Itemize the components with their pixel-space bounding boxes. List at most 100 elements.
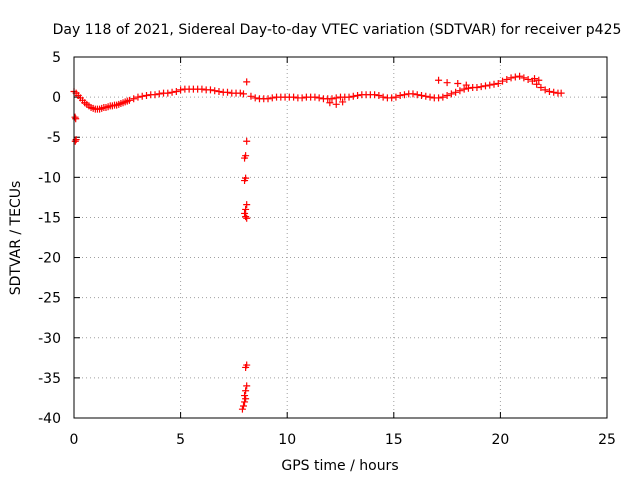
data-point bbox=[473, 83, 481, 91]
data-point bbox=[524, 75, 532, 83]
data-point bbox=[392, 93, 400, 101]
data-point bbox=[243, 214, 251, 222]
y-axis-tick-labels: 5 0 -5 -10 -15 -20 -25 -30 -35 -40 bbox=[38, 50, 61, 427]
x-axis-label: GPS time / hours bbox=[281, 458, 398, 474]
data-point bbox=[177, 86, 185, 94]
data-point bbox=[239, 402, 247, 410]
data-point bbox=[531, 75, 539, 83]
data-point bbox=[349, 92, 357, 100]
data-point bbox=[400, 91, 408, 99]
data-point bbox=[241, 177, 249, 185]
data-point bbox=[241, 398, 249, 406]
axis-ticks bbox=[73, 56, 608, 419]
data-point bbox=[447, 90, 455, 98]
data-point bbox=[332, 94, 340, 102]
y-tick-label: -35 bbox=[38, 371, 61, 387]
data-points bbox=[70, 72, 565, 413]
x-tick-label: 5 bbox=[176, 432, 185, 448]
data-point bbox=[520, 74, 528, 82]
data-point bbox=[268, 94, 276, 102]
data-point bbox=[326, 99, 334, 107]
x-tick-label: 10 bbox=[278, 432, 296, 448]
y-tick-label: -20 bbox=[38, 251, 61, 267]
data-point bbox=[426, 93, 434, 101]
data-point bbox=[460, 85, 468, 93]
data-point bbox=[130, 95, 138, 103]
data-point bbox=[379, 93, 387, 101]
data-point bbox=[452, 88, 460, 96]
x-tick-label: 15 bbox=[385, 432, 403, 448]
data-point bbox=[328, 95, 336, 103]
data-point bbox=[456, 87, 464, 95]
data-point bbox=[142, 92, 150, 100]
y-tick-label: 0 bbox=[52, 90, 61, 106]
data-point bbox=[535, 76, 543, 84]
data-point bbox=[418, 92, 426, 100]
data-point bbox=[516, 72, 524, 80]
data-point bbox=[243, 78, 251, 86]
data-point bbox=[388, 94, 396, 102]
data-point bbox=[164, 89, 172, 97]
data-point bbox=[332, 100, 340, 108]
y-tick-label: -30 bbox=[38, 331, 61, 347]
x-tick-label: 20 bbox=[491, 432, 509, 448]
data-point bbox=[371, 91, 379, 99]
data-point bbox=[375, 92, 383, 100]
data-point bbox=[345, 93, 353, 101]
data-point bbox=[211, 87, 219, 95]
y-tick-label: -15 bbox=[38, 210, 61, 226]
data-point bbox=[550, 88, 558, 96]
data-point bbox=[71, 113, 79, 121]
data-point bbox=[236, 89, 244, 97]
data-point bbox=[239, 90, 247, 98]
data-point bbox=[206, 86, 214, 94]
data-point bbox=[243, 382, 251, 390]
data-point bbox=[435, 94, 443, 102]
y-tick-label: 5 bbox=[52, 50, 61, 66]
data-point bbox=[503, 75, 511, 83]
data-point bbox=[490, 80, 498, 88]
y-tick-label: -25 bbox=[38, 291, 61, 307]
data-point bbox=[409, 90, 417, 98]
data-point bbox=[537, 83, 545, 91]
y-axis-label: SDTVAR / TECUs bbox=[8, 181, 24, 296]
data-point bbox=[290, 93, 298, 101]
x-tick-label: 25 bbox=[598, 432, 616, 448]
data-point bbox=[134, 93, 142, 101]
data-point bbox=[242, 387, 250, 395]
data-point bbox=[439, 93, 447, 101]
data-point bbox=[155, 90, 163, 98]
data-point bbox=[298, 94, 306, 102]
data-point bbox=[486, 81, 494, 89]
data-point bbox=[443, 92, 451, 100]
data-point bbox=[545, 87, 553, 95]
data-point bbox=[72, 115, 80, 123]
data-point bbox=[242, 213, 250, 221]
data-point bbox=[557, 89, 565, 97]
data-point bbox=[224, 88, 232, 96]
data-point bbox=[243, 137, 251, 145]
data-point bbox=[511, 73, 519, 81]
data-point bbox=[315, 94, 323, 102]
data-point bbox=[241, 209, 249, 217]
x-axis-tick-labels: 0 5 10 15 20 25 bbox=[70, 432, 616, 448]
plot-frame bbox=[73, 56, 608, 419]
data-point bbox=[238, 405, 246, 413]
data-point bbox=[477, 83, 485, 91]
data-point bbox=[242, 395, 250, 403]
data-point bbox=[481, 82, 489, 90]
data-point bbox=[494, 79, 502, 87]
data-point bbox=[443, 79, 451, 87]
data-point bbox=[198, 85, 206, 93]
data-point bbox=[172, 87, 180, 95]
data-point bbox=[71, 137, 79, 145]
data-point bbox=[339, 98, 347, 106]
data-point bbox=[462, 81, 470, 89]
data-point bbox=[125, 96, 133, 104]
y-tick-label: -40 bbox=[38, 411, 61, 427]
data-point bbox=[215, 87, 223, 95]
data-point bbox=[138, 92, 146, 100]
data-point bbox=[354, 92, 362, 100]
